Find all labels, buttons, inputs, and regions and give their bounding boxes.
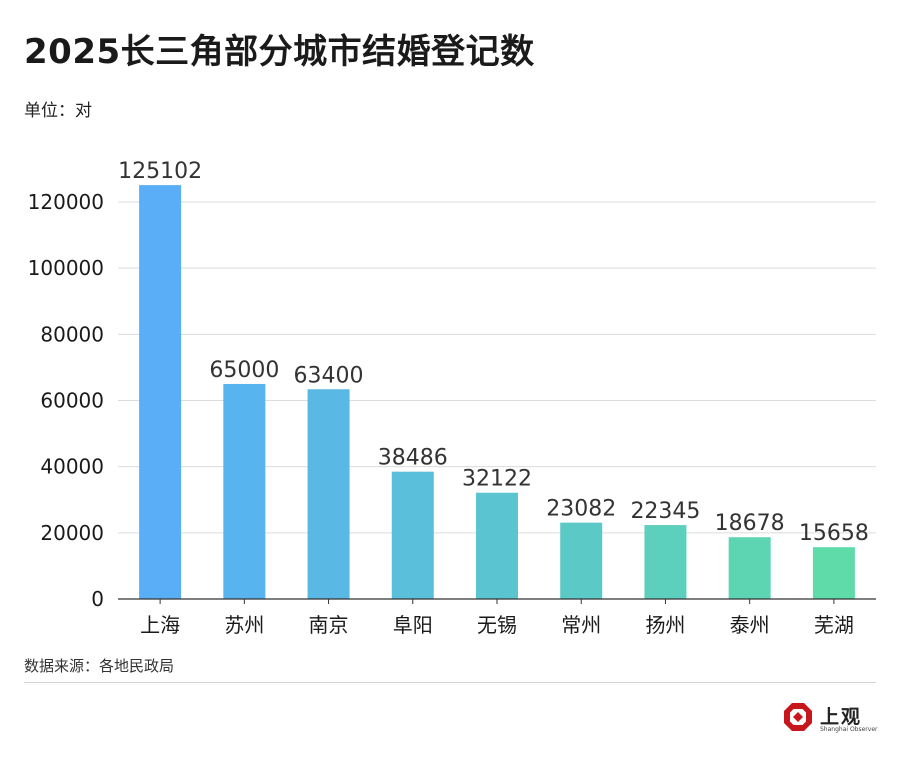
logo-text-en: Shanghai Observer <box>820 726 878 733</box>
bar-6 <box>560 522 603 599</box>
bar-3 <box>307 389 350 599</box>
logo-mark-icon <box>784 703 812 731</box>
data-label: 65000 <box>209 358 279 383</box>
x-tick-label: 无锡 <box>477 613 517 637</box>
data-label: 23082 <box>546 497 616 522</box>
x-tick-label: 南京 <box>309 613 349 637</box>
y-tick-label: 120000 <box>28 190 104 214</box>
bar-1 <box>139 185 182 599</box>
logo-text-cn: 上观 <box>820 706 863 728</box>
y-tick-label: 0 <box>91 587 104 611</box>
x-axis-ticks: 上海 苏州 南京 阜阳 无锡 常州 扬州 泰州 芜湖 <box>140 599 854 637</box>
data-label: 38486 <box>378 446 448 471</box>
bar-2 <box>223 383 266 599</box>
bar-4 <box>391 471 434 599</box>
x-tick-label: 泰州 <box>730 613 770 637</box>
bars <box>139 185 855 599</box>
y-tick-label: 20000 <box>40 521 104 545</box>
footer-divider <box>24 682 876 683</box>
x-tick-label: 苏州 <box>224 613 264 637</box>
data-label: 22345 <box>630 499 700 524</box>
y-tick-label: 40000 <box>40 455 104 479</box>
x-tick-label: 上海 <box>140 613 180 637</box>
x-tick-label: 阜阳 <box>393 613 433 637</box>
y-tick-label: 100000 <box>28 256 104 280</box>
data-label: 15658 <box>799 521 869 546</box>
y-tick-label: 80000 <box>40 322 104 346</box>
chart-title: 2025长三角部分城市结婚登记数 <box>24 32 535 72</box>
y-tick-label: 60000 <box>40 389 104 413</box>
bar-9 <box>812 547 855 599</box>
bar-5 <box>476 492 518 599</box>
data-label: 32122 <box>462 467 532 492</box>
data-label: 125102 <box>118 159 202 184</box>
y-axis-ticks: 0 20000 40000 60000 80000 100000 120000 <box>28 190 104 611</box>
data-labels: 125102 65000 63400 38486 32122 23082 22345 1867… <box>118 159 869 546</box>
x-tick-label: 芜湖 <box>814 613 854 637</box>
data-label: 63400 <box>294 363 364 388</box>
shanghai-observer-logo: 上观 Shanghai Observer <box>783 700 878 740</box>
unit-label: 单位：对 <box>24 101 92 121</box>
bar-chart: 0 20000 40000 60000 80000 100000 120000 上海 苏州 南京… <box>28 159 876 637</box>
bar-7 <box>644 525 687 599</box>
data-label: 18678 <box>715 511 785 536</box>
bar-8 <box>728 537 771 599</box>
x-tick-label: 常州 <box>561 613 601 637</box>
x-tick-label: 扬州 <box>645 613 685 637</box>
data-source: 数据来源：各地民政局 <box>24 657 175 675</box>
